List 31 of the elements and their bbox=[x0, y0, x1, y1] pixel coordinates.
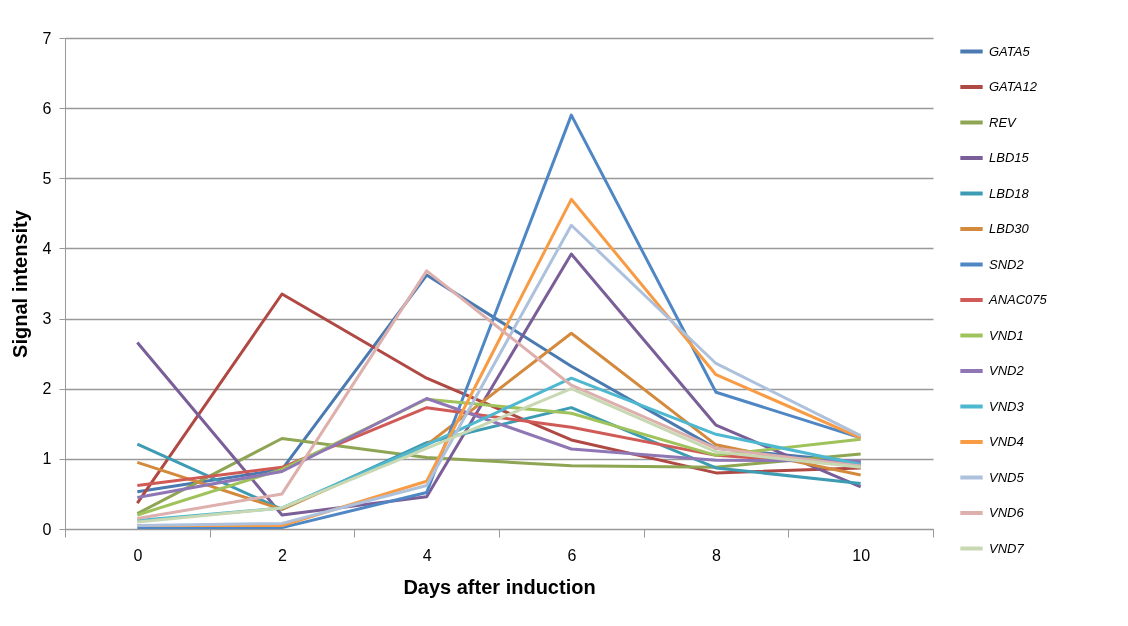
legend-label: VND5 bbox=[989, 469, 1025, 485]
y-tick-label: 6 bbox=[42, 99, 52, 117]
legend-label: VND1 bbox=[989, 327, 1024, 343]
legend-label: SND2 bbox=[989, 256, 1025, 272]
x-tick-label: 2 bbox=[278, 546, 288, 564]
legend-label: LBD15 bbox=[989, 150, 1030, 165]
legend-label: VND4 bbox=[989, 434, 1024, 449]
y-tick-label: 4 bbox=[42, 239, 52, 257]
legend-label: GATA12 bbox=[989, 79, 1038, 94]
y-tick-label: 1 bbox=[42, 450, 52, 468]
legend-label: LBD30 bbox=[989, 221, 1030, 236]
y-tick-label: 5 bbox=[42, 169, 52, 187]
legend-label: ANAC075 bbox=[988, 292, 1048, 307]
x-tick-label: 4 bbox=[422, 546, 432, 564]
x-tick-label: 10 bbox=[852, 546, 871, 564]
x-tick-label: 6 bbox=[567, 546, 577, 564]
y-tick-label: 0 bbox=[42, 520, 52, 538]
x-tick-label: 0 bbox=[133, 546, 143, 564]
y-axis-title: Signal intensity bbox=[8, 209, 31, 358]
legend-label: VND6 bbox=[989, 505, 1025, 520]
legend-label: VND3 bbox=[989, 398, 1025, 414]
legend-label: VND2 bbox=[989, 363, 1025, 378]
y-tick-label: 3 bbox=[42, 310, 52, 328]
x-tick-label: 8 bbox=[712, 546, 722, 564]
x-axis-title: Days after induction bbox=[403, 575, 596, 598]
legend-label: GATA5 bbox=[989, 43, 1031, 59]
legend-label: REV bbox=[989, 114, 1018, 130]
legend-label: VND7 bbox=[989, 540, 1025, 556]
legend-label: LBD18 bbox=[989, 185, 1030, 201]
y-tick-label: 7 bbox=[42, 29, 52, 47]
y-tick-label: 2 bbox=[42, 380, 52, 398]
